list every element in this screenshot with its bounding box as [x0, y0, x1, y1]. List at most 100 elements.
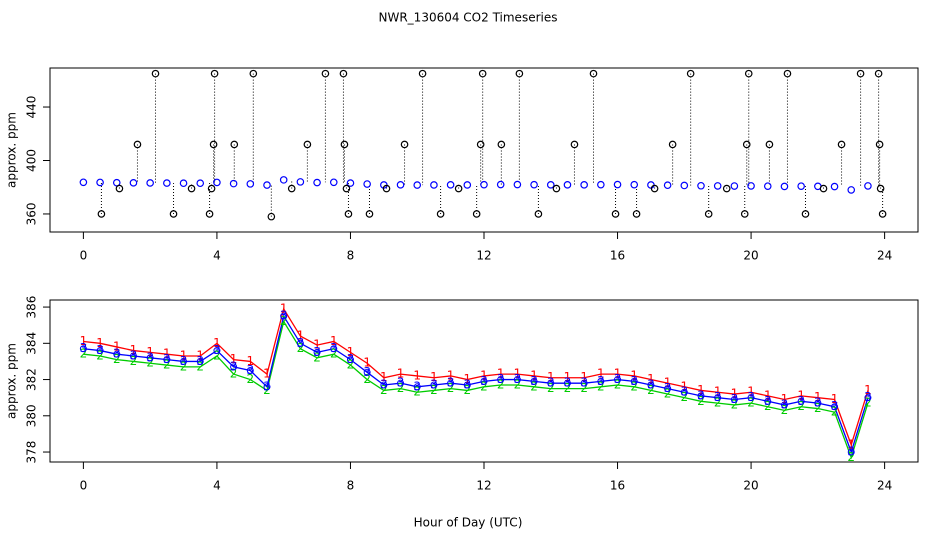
- data-symbol: 3: [764, 394, 772, 408]
- data-point: [546, 181, 555, 189]
- data-symbol: 2: [714, 396, 722, 410]
- data-symbol: 1: [597, 367, 605, 381]
- data-circle: [780, 401, 788, 409]
- data-circle: [563, 379, 571, 387]
- data-symbol: 1: [380, 370, 388, 384]
- x-tick-label: 4: [213, 249, 221, 263]
- data-symbol: 2: [747, 396, 755, 410]
- data-symbol: 2: [230, 367, 238, 381]
- data-point: [363, 180, 371, 188]
- data-symbol: 1: [747, 385, 755, 399]
- data-symbol: 2: [731, 397, 739, 411]
- data-symbol: 1: [80, 334, 88, 348]
- data-point: [463, 181, 472, 189]
- data-circle: [397, 379, 405, 387]
- data-point: [296, 178, 305, 186]
- data-circle: [96, 347, 104, 355]
- data-symbol: 2: [530, 379, 538, 393]
- data-circle: [730, 395, 738, 403]
- data-symbol: 1: [580, 370, 588, 384]
- data-point: [179, 179, 188, 188]
- outlier-point: [418, 69, 427, 78]
- data-point: [229, 179, 238, 188]
- data-symbol: 3: [213, 343, 221, 357]
- outlier-point: [478, 69, 487, 78]
- data-point: [797, 182, 805, 190]
- x-tick-label: 0: [80, 479, 88, 493]
- data-symbol: 2: [430, 383, 438, 397]
- data-circle: [480, 377, 488, 385]
- data-symbol: 3: [814, 396, 822, 410]
- data-circle: [79, 345, 87, 353]
- data-circle: [230, 363, 238, 371]
- data-symbol: 2: [831, 405, 839, 419]
- data-symbol: 2: [630, 379, 638, 393]
- data-symbol: 1: [847, 437, 855, 451]
- data-symbol: 2: [514, 377, 522, 391]
- data-point: [663, 181, 672, 190]
- data-symbol: 2: [781, 403, 789, 417]
- data-symbol: 1: [664, 376, 672, 390]
- outlier-point: [400, 140, 409, 149]
- data-symbol: 3: [246, 363, 254, 377]
- data-symbol: 1: [163, 347, 171, 361]
- data-symbol: 2: [130, 354, 138, 368]
- data-symbol: 1: [831, 392, 839, 406]
- data-symbol: 3: [313, 345, 321, 359]
- x-tick-label: 0: [80, 249, 88, 263]
- outlier-point: [874, 69, 883, 78]
- data-point: [763, 182, 772, 190]
- x-tick-label: 16: [610, 479, 625, 493]
- data-symbol: 1: [146, 345, 154, 359]
- data-circle: [797, 397, 805, 405]
- data-symbol: 1: [196, 348, 204, 362]
- outlier-point: [856, 69, 865, 78]
- data-symbol: 2: [664, 387, 672, 401]
- data-circle: [129, 352, 137, 360]
- data-symbol: 3: [397, 376, 405, 390]
- data-point: [864, 182, 872, 190]
- data-symbol: 1: [347, 345, 355, 359]
- y-tick-label: 378: [25, 441, 39, 464]
- data-symbol: 3: [330, 341, 338, 355]
- data-circle: [313, 348, 321, 356]
- y-tick-label: 360: [25, 203, 39, 226]
- x-tick-label: 12: [476, 249, 491, 263]
- data-circle: [296, 339, 304, 347]
- data-symbol: 1: [480, 368, 488, 382]
- data-symbol: 2: [864, 396, 872, 410]
- data-point: [196, 179, 205, 188]
- data-point: [597, 180, 605, 189]
- data-symbol: 3: [647, 377, 655, 391]
- outlier-point: [783, 69, 792, 78]
- outlier-point: [97, 210, 106, 218]
- data-symbol: 1: [680, 379, 688, 393]
- data-point: [263, 181, 271, 189]
- data-symbol: 3: [680, 385, 688, 399]
- data-symbol: 2: [697, 394, 705, 408]
- outlier-point: [344, 210, 353, 218]
- data-circle: [547, 379, 555, 387]
- data-point: [313, 178, 321, 187]
- data-point: [129, 179, 138, 187]
- y-tick-label: 384: [25, 332, 39, 355]
- data-symbol: 3: [96, 343, 104, 357]
- outlier-point: [765, 140, 774, 149]
- data-symbol: 1: [697, 383, 705, 397]
- data-circle: [246, 366, 254, 374]
- data-symbol: 3: [514, 372, 522, 386]
- data-symbol: 2: [330, 347, 338, 361]
- data-point: [530, 180, 538, 189]
- data-symbol: 1: [180, 348, 188, 362]
- data-symbol: 3: [597, 374, 605, 388]
- outlier-point: [207, 184, 216, 193]
- data-symbol: 1: [530, 368, 538, 382]
- data-circle: [430, 381, 438, 389]
- data-point: [329, 178, 338, 187]
- data-symbol: 2: [380, 383, 388, 397]
- outlier-point: [303, 140, 312, 149]
- data-point: [780, 182, 789, 191]
- data-symbol: 2: [96, 348, 104, 362]
- outlier-point: [650, 184, 659, 193]
